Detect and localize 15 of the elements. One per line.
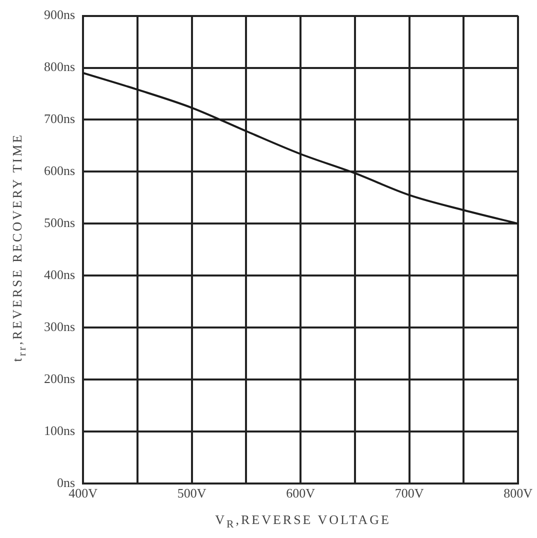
y-tick-label: 200ns	[44, 370, 76, 386]
x-tick-label: 600V	[286, 486, 316, 501]
y-tick-label: 700ns	[44, 111, 76, 126]
y-tick-label: 0ns	[56, 474, 76, 490]
x-tick-label: 500V	[177, 486, 207, 501]
y-tick-label: 500ns	[44, 215, 76, 230]
y-tick-label: 800ns	[44, 59, 76, 74]
y-tick-label: 100ns	[44, 422, 76, 438]
y-tick-label: 400ns	[44, 267, 76, 282]
y-tick-label: 900ns	[44, 7, 76, 22]
y-tick-label: 300ns	[44, 318, 76, 334]
y-tick-label: 600ns	[44, 163, 76, 178]
x-tick-label: 700V	[394, 486, 424, 501]
x-axis-title: V$_{R}$,REVERSE VOLTAGE	[214, 512, 392, 531]
x-tick-label: 800V	[504, 486, 534, 501]
